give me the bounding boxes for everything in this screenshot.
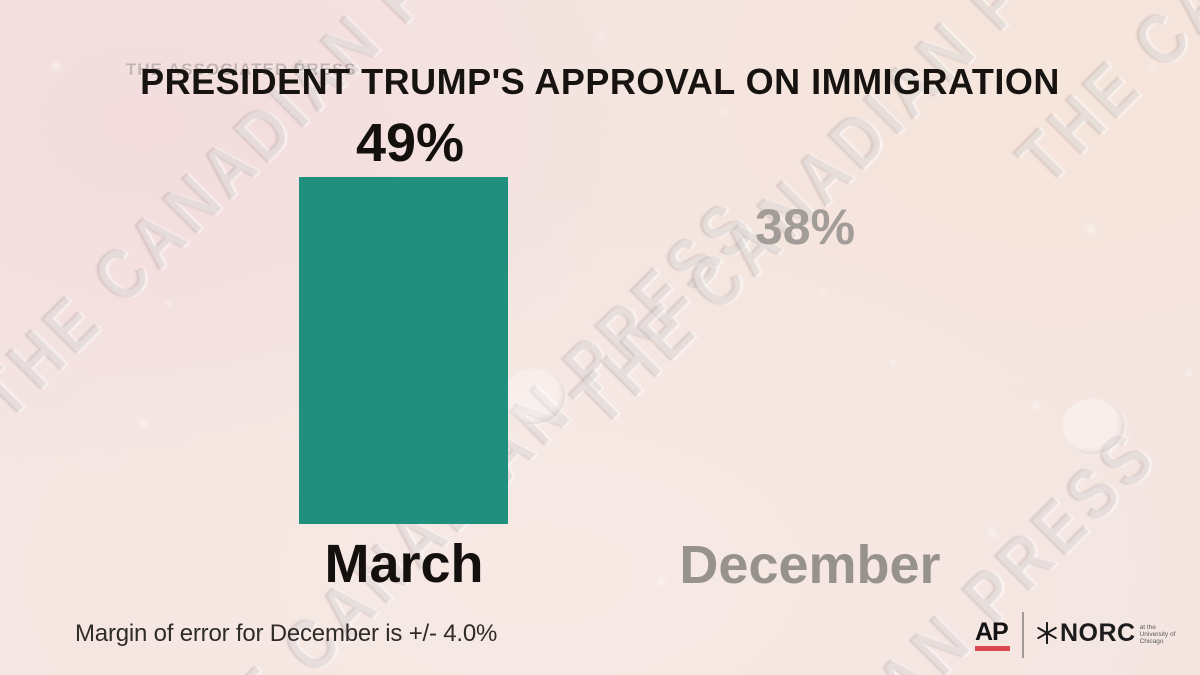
- bar-value-label-december: 38%: [754, 199, 856, 255]
- background-speckles: [0, 0, 2, 2]
- norc-logo: NORC at the University of Chicago: [1036, 619, 1176, 647]
- norc-star-icon: [1037, 622, 1057, 644]
- norc-sub-line: Chicago: [1139, 638, 1164, 645]
- maple-leaf-icon: [1054, 389, 1132, 463]
- bar-march: [299, 177, 508, 524]
- category-label-december: December: [679, 535, 941, 595]
- norc-sub-line: at the: [1139, 624, 1156, 631]
- ap-logo-underline: [975, 646, 1010, 651]
- attribution-logos: AP NORC at the University of Chicago: [975, 612, 1175, 662]
- bar-value-label-march: 49%: [355, 113, 465, 173]
- chart-title: PRESIDENT TRUMP'S APPROVAL ON IMMIGRATIO…: [140, 61, 1060, 102]
- margin-of-error-note: Margin of error for December is +/- 4.0%: [75, 620, 498, 647]
- norc-logo-subtext: at the University of Chicago: [1140, 624, 1176, 645]
- logo-divider: [1022, 612, 1024, 658]
- ap-logo: AP: [975, 620, 1010, 651]
- category-label-march: March: [324, 534, 484, 594]
- norc-sub-line: University of: [1139, 631, 1176, 638]
- ap-logo-text: AP: [975, 618, 1009, 646]
- norc-logo-text: NORC: [1060, 619, 1136, 647]
